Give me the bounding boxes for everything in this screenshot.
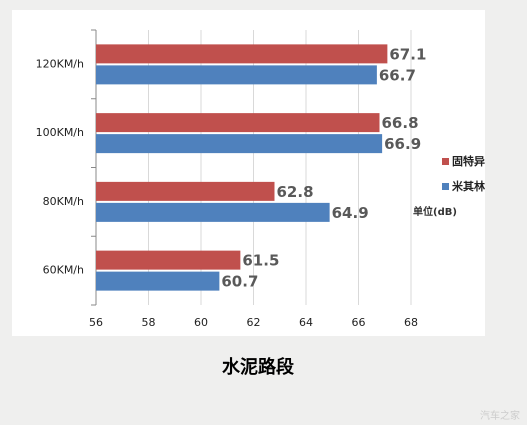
legend-label: 固特异	[452, 154, 485, 168]
y-tick-label: 120KM/h	[36, 57, 84, 70]
legend-swatch	[442, 158, 449, 165]
bar	[96, 250, 241, 270]
x-tick-label: 66	[352, 316, 366, 329]
value-label: 62.8	[277, 183, 314, 201]
value-label: 66.8	[382, 114, 419, 132]
x-tick-label: 68	[404, 316, 418, 329]
x-tick-label: 58	[142, 316, 156, 329]
bar	[96, 65, 377, 85]
value-label: 61.5	[242, 252, 279, 270]
watermark: 汽车之家	[480, 409, 520, 422]
y-tick-label: 100KM/h	[36, 126, 84, 139]
legend-label: 米其林	[451, 179, 485, 193]
bar	[96, 44, 388, 64]
value-label: 66.9	[384, 135, 421, 153]
y-tick-label: 80KM/h	[43, 195, 84, 208]
value-label: 64.9	[332, 204, 369, 222]
x-tick-label: 60	[194, 316, 208, 329]
value-label: 60.7	[221, 273, 258, 291]
bar	[96, 181, 275, 201]
unit-note: 单位(dB)	[413, 205, 457, 218]
y-tick-label: 60KM/h	[43, 264, 84, 277]
x-tick-label: 64	[299, 316, 313, 329]
bar	[96, 271, 220, 291]
x-tick-label: 56	[89, 316, 103, 329]
bar	[96, 113, 380, 133]
chart-panel	[12, 10, 485, 336]
bar	[96, 202, 330, 222]
chart-title: 水泥路段	[222, 356, 295, 378]
bar	[96, 134, 383, 154]
legend-swatch	[442, 183, 449, 190]
value-label: 67.1	[389, 45, 426, 63]
x-tick-label: 62	[247, 316, 261, 329]
value-label: 66.7	[379, 66, 416, 84]
